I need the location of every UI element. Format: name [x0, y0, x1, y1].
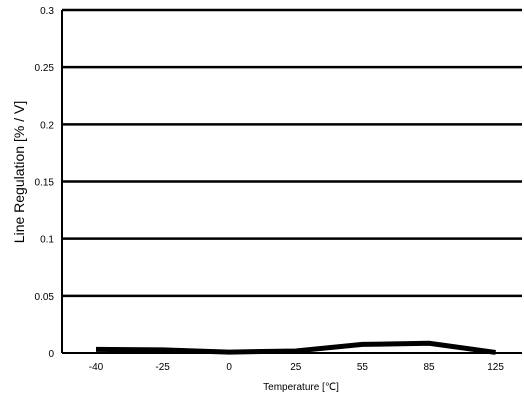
- x-tick-labels: -40 -25 0 25 55 85 125: [89, 362, 505, 373]
- x-axis-title: Temperature [℃]: [263, 382, 339, 393]
- x-tick-label: -40: [89, 362, 104, 373]
- y-tick-label: 0.2: [40, 120, 54, 131]
- y-tick-labels: 0 0.05 0.1 0.15 0.2 0.25 0.3: [35, 6, 55, 360]
- y-tick-label: 0.15: [35, 178, 55, 189]
- y-tick-label: 0.3: [40, 6, 54, 17]
- y-tick-label: 0.1: [40, 235, 54, 246]
- x-tick-label: 0: [226, 362, 232, 373]
- grid-lines: [62, 8, 522, 298]
- y-tick-label: 0.05: [35, 292, 55, 303]
- x-tick-label: 55: [357, 362, 369, 373]
- series-lines: [95, 340, 496, 355]
- x-tick-label: 125: [487, 362, 504, 373]
- x-tick-label: -25: [155, 362, 170, 373]
- x-tick-label: 25: [290, 362, 302, 373]
- y-axis-title: Line Regulation [% / V]: [11, 101, 27, 243]
- y-tick-label: 0: [48, 349, 54, 360]
- series-line: [95, 340, 496, 355]
- y-tick-label: 0.25: [35, 63, 55, 74]
- x-tick-label: 85: [423, 362, 435, 373]
